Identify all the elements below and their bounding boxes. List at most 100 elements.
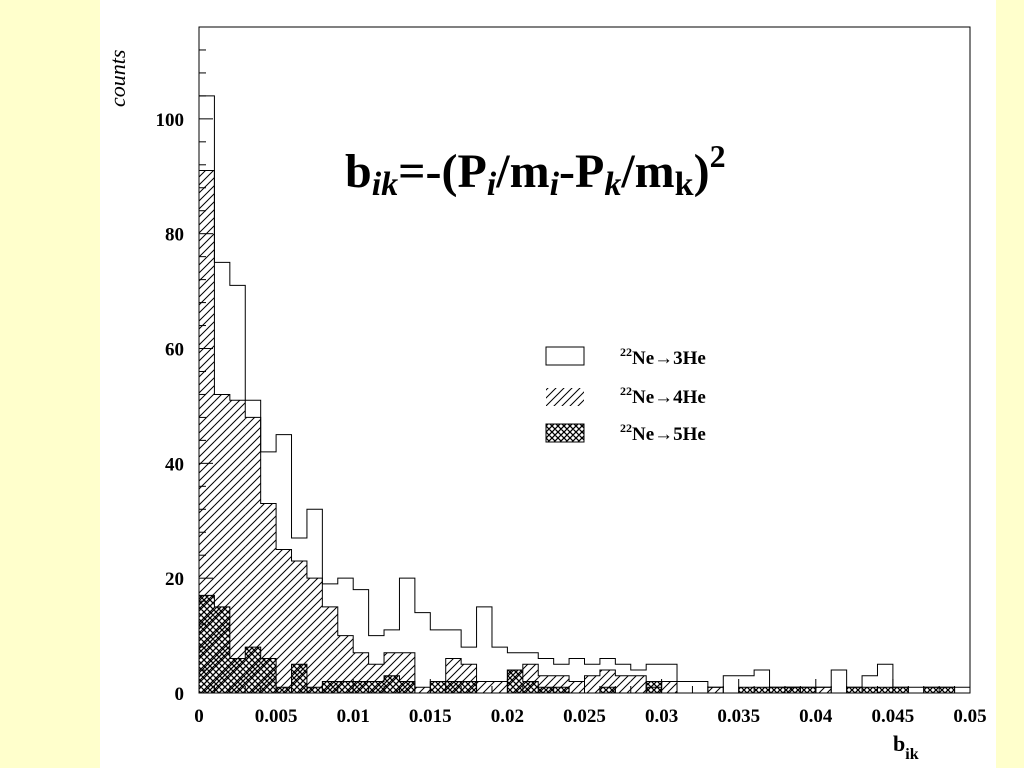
bar-5he <box>846 687 863 693</box>
legend-swatch-cross <box>545 423 585 443</box>
bar-4he <box>615 675 631 693</box>
bar-5he <box>199 595 215 693</box>
bar-4he <box>337 635 354 693</box>
x-axis: 0 0.005 0.01 0.015 0.02 0.025 0.03 0.035 0.04 0.0… <box>194 679 987 727</box>
formula-base: b <box>345 145 372 198</box>
outline-bar-3he <box>198 95 971 693</box>
bar-5he <box>800 687 816 693</box>
x-axis-title-main: b <box>893 731 905 756</box>
formula-m-sub2: k <box>675 166 694 203</box>
formula-m-sub1: i <box>550 166 560 203</box>
bar-4he <box>245 417 261 693</box>
legend-sup-3he: 22 <box>620 345 632 359</box>
bar-5he <box>754 687 770 693</box>
x-tick-label: 0.03 <box>645 706 678 727</box>
bar-4he <box>661 681 678 693</box>
bar-4he <box>199 170 215 693</box>
bar-5he <box>738 687 755 693</box>
x-tick-label: 0.01 <box>337 706 370 727</box>
legend-sup-5he: 22 <box>620 421 632 435</box>
y-tick-label: 0 <box>175 684 185 705</box>
bar-5he <box>646 681 662 693</box>
legend-swatch-open <box>545 346 585 366</box>
bar-4he <box>291 560 307 693</box>
bar-5he <box>507 670 523 693</box>
legend-swatch-hatched <box>546 388 584 406</box>
x-tick-label: 0.025 <box>563 706 606 727</box>
bar-5he <box>430 681 446 693</box>
formula-base-sub: ik <box>372 166 398 203</box>
bar-4he <box>476 681 492 693</box>
bar-5he <box>939 687 955 693</box>
bar-5he <box>368 681 385 693</box>
bar-5he <box>306 687 323 693</box>
bar-5he <box>877 687 893 693</box>
legend-label-3he: 22Ne→3He <box>620 345 706 369</box>
bar-5he <box>384 675 400 693</box>
bar-5he <box>291 664 307 693</box>
legend-text-3he: Ne→3He <box>632 348 706 369</box>
formula-p-sub1: i <box>487 166 497 203</box>
formula-slash1: /m <box>495 145 549 198</box>
x-tick-label: 0.04 <box>799 706 833 727</box>
y-axis: 0 20 40 60 80 100 <box>156 49 213 705</box>
x-axis-title-sub: ik <box>905 746 918 763</box>
x-tick-label: 0.035 <box>717 706 760 727</box>
bar-5he <box>353 681 369 693</box>
bar-4he <box>414 687 431 693</box>
legend-sup-4he: 22 <box>620 384 632 398</box>
formula-eq: =-(P <box>398 145 487 198</box>
bar-4he <box>322 606 338 693</box>
bar-5he <box>260 658 277 693</box>
bar-4he <box>815 687 832 693</box>
formula-title: bik=-(Pi/mi-Pk/mk)2 <box>345 138 726 203</box>
series-bar-3he <box>198 95 971 693</box>
x-tick-label: 0.045 <box>872 706 915 727</box>
x-tick-label: 0.015 <box>409 706 452 727</box>
bar-4he <box>630 675 647 693</box>
bar-4he <box>491 681 508 693</box>
bar-5he <box>399 681 415 693</box>
x-axis-title: bik <box>893 731 919 763</box>
bar-4he <box>229 400 246 693</box>
bar-5he <box>923 687 940 693</box>
y-tick-label: 20 <box>165 569 184 590</box>
bar-5he <box>553 687 570 693</box>
bar-5he <box>892 687 909 693</box>
bar-5he <box>229 658 246 693</box>
x-tick-label: 0.05 <box>953 706 986 727</box>
bar-5he <box>784 687 801 693</box>
bar-5he <box>862 687 878 693</box>
legend-label-4he: 22Ne→4He <box>620 384 706 408</box>
legend-label-5he: 22Ne→5He <box>620 421 706 445</box>
formula-close: ) <box>694 145 710 198</box>
y-axis-title: counts <box>105 50 130 107</box>
histogram-bars <box>198 95 971 694</box>
x-tick-label: 0.005 <box>255 706 298 727</box>
y-tick-label: 100 <box>156 110 185 131</box>
bar-5he <box>522 681 539 693</box>
x-tick-label: 0 <box>194 706 204 727</box>
bar-5he <box>769 687 785 693</box>
bar-4he <box>584 675 600 693</box>
formula-sup: 2 <box>710 138 726 174</box>
bar-5he <box>445 681 462 693</box>
bar-5he <box>461 681 477 693</box>
bar-5he <box>245 647 261 693</box>
bar-5he <box>322 681 338 693</box>
legend-text-5he: Ne→5He <box>632 424 706 445</box>
formula-minus: -P <box>559 145 604 198</box>
bar-4he <box>260 503 277 693</box>
series-bar-5he <box>198 594 970 694</box>
formula-slash2: /m <box>620 145 674 198</box>
y-tick-label: 80 <box>165 225 184 246</box>
bar-5he <box>276 687 292 693</box>
legend: 22Ne→3He 22Ne→4He 22Ne→5He <box>545 345 706 445</box>
bar-5he <box>599 687 616 693</box>
bar-4he <box>276 549 292 693</box>
bar-4he <box>306 578 323 693</box>
bar-4he <box>569 681 585 693</box>
y-tick-label: 60 <box>165 340 184 361</box>
x-tick-label: 0.02 <box>491 706 524 727</box>
